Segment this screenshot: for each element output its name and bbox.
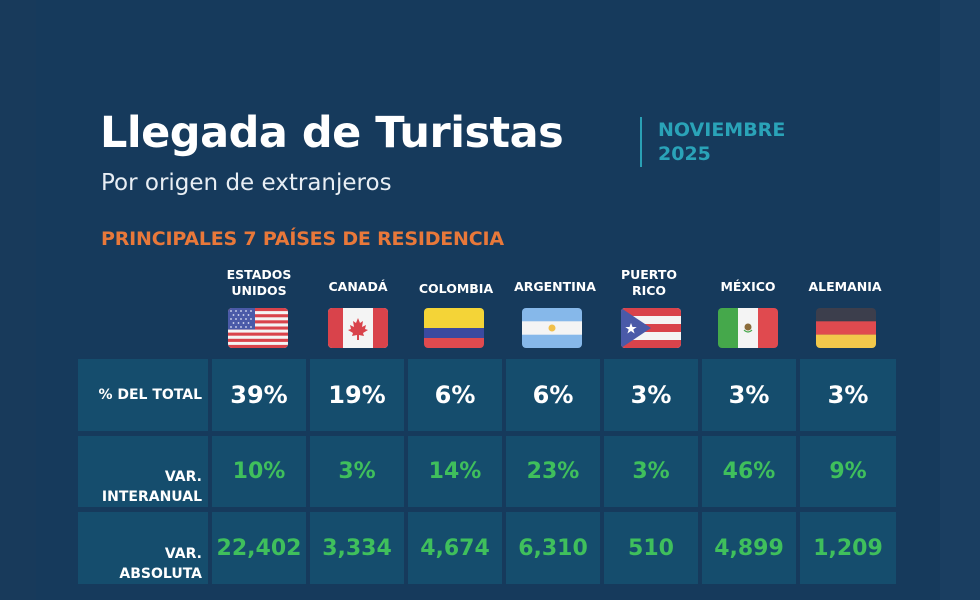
table-cell: 23%	[506, 436, 600, 507]
table-cell: 39%	[212, 359, 306, 431]
table-cell: 510	[604, 512, 698, 584]
country-header-argentina: ARGENTINA	[503, 279, 607, 295]
country-name-line1: ALEMANIA	[808, 279, 882, 294]
country-name-line1: ARGENTINA	[514, 279, 596, 294]
row-label-text: INTERANUAL	[101, 489, 202, 505]
table-cell: 3%	[800, 359, 896, 431]
country-name-line1: ESTADOS	[226, 267, 292, 282]
country-name-line2: RICO	[631, 283, 667, 298]
country-header-canada: CANADÁ	[310, 279, 406, 295]
table-cell: 6,310	[506, 512, 600, 584]
canada-flag-icon	[328, 308, 388, 348]
table-cell: 3%	[702, 359, 796, 431]
table-cell: 1,209	[800, 512, 896, 584]
table-cell: 6%	[408, 359, 502, 431]
country-name-line1: COLOMBIA	[418, 281, 494, 296]
country-name-line2: UNIDOS	[231, 283, 287, 298]
table-cell: 3%	[310, 436, 404, 507]
germany-flag-icon	[816, 308, 876, 348]
argentina-flag-icon	[522, 308, 582, 348]
row-label-text: VAR.	[164, 469, 202, 485]
page-title: Llegada de Turistas	[100, 108, 564, 158]
report-date: NOVIEMBRE 2025	[658, 118, 785, 166]
table-cell: 6%	[506, 359, 600, 431]
page-subtitle: Por origen de extranjeros	[101, 170, 392, 196]
date-year: 2025	[658, 143, 711, 165]
country-header-estados-unidos: ESTADOS UNIDOS	[211, 267, 307, 299]
title-divider	[640, 117, 642, 167]
country-header-mexico: MÉXICO	[700, 279, 796, 295]
table-cell: 22,402	[212, 512, 306, 584]
table-cell: 46%	[702, 436, 796, 507]
country-header-puerto-rico: PUERTO RICO	[601, 267, 697, 299]
table-cell: 19%	[310, 359, 404, 431]
table-cell: 10%	[212, 436, 306, 507]
country-name-line1: PUERTO	[620, 267, 678, 282]
colombia-flag-icon	[424, 308, 484, 348]
infographic-panel	[36, 0, 940, 600]
country-name-line1: MÉXICO	[720, 279, 776, 294]
puerto-rico-flag-icon	[621, 308, 681, 348]
background-band-left	[0, 0, 36, 600]
row-label-var-absoluta: VAR. ABSOLUTA	[78, 512, 208, 584]
us-flag-icon	[228, 308, 288, 348]
row-label-var-interanual: VAR. INTERANUAL	[78, 436, 208, 507]
table-cell: 4,899	[702, 512, 796, 584]
table-cell: 3%	[604, 359, 698, 431]
table-cell: 9%	[800, 436, 896, 507]
row-label-text: VAR.	[164, 546, 202, 562]
row-label-text: % DEL TOTAL	[98, 387, 202, 403]
table-cell: 14%	[408, 436, 502, 507]
row-label-text: ABSOLUTA	[119, 566, 202, 582]
country-header-alemania: ALEMANIA	[797, 279, 893, 295]
date-month: NOVIEMBRE	[658, 119, 786, 141]
row-label-percent-total: % DEL TOTAL	[78, 359, 208, 431]
country-header-colombia: COLOMBIA	[407, 281, 505, 297]
mexico-flag-icon	[718, 308, 778, 348]
table-cell: 3%	[604, 436, 698, 507]
country-name-line1: CANADÁ	[328, 279, 388, 294]
background-band-right	[940, 0, 980, 600]
table-cell: 4,674	[408, 512, 502, 584]
section-title: PRINCIPALES 7 PAÍSES DE RESIDENCIA	[101, 228, 504, 250]
table-cell: 3,334	[310, 512, 404, 584]
